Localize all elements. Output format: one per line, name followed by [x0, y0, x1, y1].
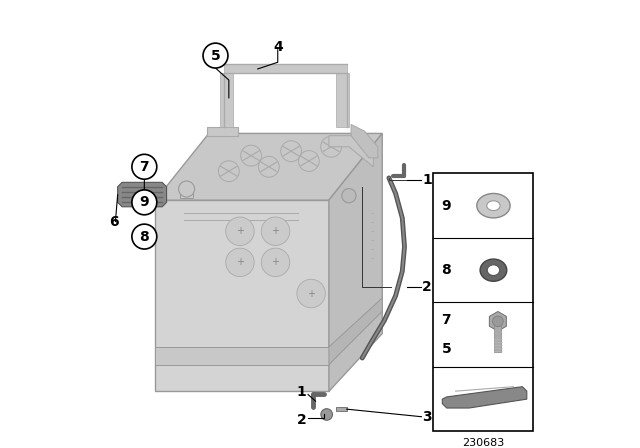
Circle shape [261, 248, 290, 276]
Polygon shape [351, 125, 378, 158]
Text: 7: 7 [140, 160, 149, 174]
Circle shape [132, 224, 157, 249]
Circle shape [261, 217, 290, 246]
Text: +: + [236, 258, 244, 267]
Polygon shape [207, 127, 237, 136]
Polygon shape [156, 134, 382, 200]
Text: 2: 2 [422, 280, 432, 294]
Ellipse shape [487, 201, 500, 211]
Text: 5: 5 [211, 48, 220, 63]
Circle shape [226, 217, 254, 246]
Text: 2: 2 [297, 413, 307, 427]
Circle shape [132, 190, 157, 215]
Ellipse shape [480, 259, 507, 281]
Text: 6: 6 [109, 215, 118, 229]
Circle shape [493, 316, 503, 327]
Polygon shape [118, 182, 166, 207]
Polygon shape [156, 347, 329, 365]
Text: 1: 1 [422, 173, 432, 187]
Circle shape [226, 248, 254, 276]
Polygon shape [156, 200, 329, 392]
Text: 9: 9 [442, 198, 451, 213]
Polygon shape [329, 298, 382, 365]
Polygon shape [329, 134, 382, 392]
Text: 8: 8 [140, 229, 149, 244]
Polygon shape [329, 136, 373, 167]
Circle shape [342, 189, 356, 203]
Text: +: + [271, 226, 280, 236]
Circle shape [132, 154, 157, 179]
Text: 5: 5 [442, 342, 451, 356]
Polygon shape [442, 387, 527, 408]
Polygon shape [180, 189, 193, 198]
Text: +: + [307, 289, 315, 298]
Text: 7: 7 [442, 314, 451, 327]
Polygon shape [335, 407, 347, 411]
Circle shape [203, 43, 228, 68]
Circle shape [297, 279, 325, 308]
Circle shape [321, 409, 332, 420]
Text: 9: 9 [140, 195, 149, 209]
Text: 8: 8 [442, 263, 451, 277]
Text: 1: 1 [297, 385, 307, 399]
Text: +: + [271, 258, 280, 267]
Text: 3: 3 [422, 410, 432, 424]
Text: +: + [236, 226, 244, 236]
Bar [433, 173, 534, 431]
Ellipse shape [487, 265, 500, 276]
Text: 4: 4 [273, 40, 283, 54]
Text: 230683: 230683 [462, 438, 504, 448]
Polygon shape [490, 311, 506, 331]
Ellipse shape [477, 194, 510, 218]
Circle shape [179, 181, 195, 197]
